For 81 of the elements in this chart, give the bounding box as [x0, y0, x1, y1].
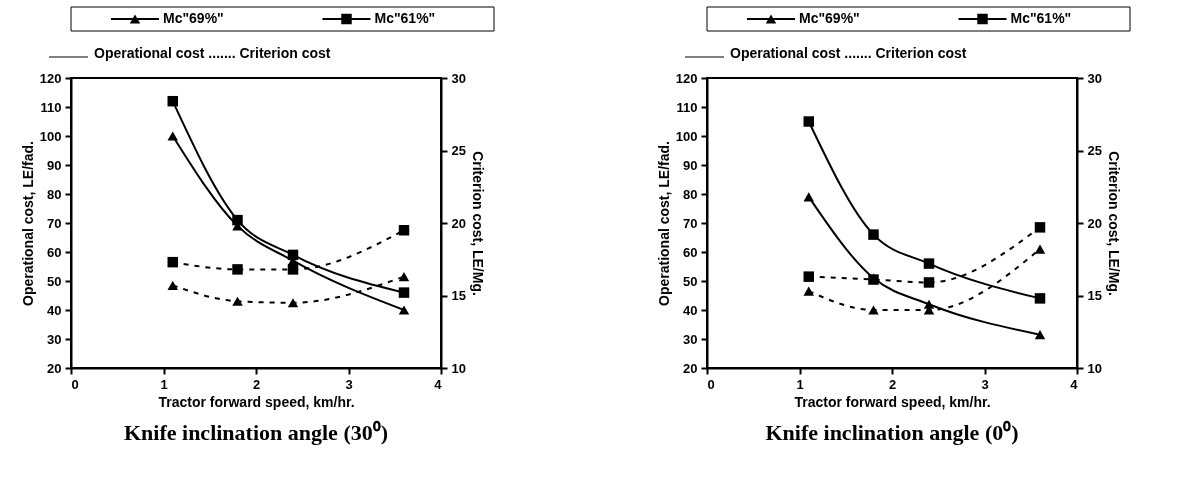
point: [923, 258, 935, 269]
x-tick-label: 2: [888, 376, 897, 392]
point: [1034, 222, 1046, 233]
x-axis-title: Tractor forward speed, km/hr.: [158, 393, 355, 410]
y-tick-label: 20: [47, 360, 62, 376]
point: [398, 305, 410, 315]
point: [1034, 244, 1046, 254]
y-tick-label: 40: [47, 302, 62, 318]
y2-tick-label: 25: [451, 143, 466, 158]
x-tick-label: 3: [345, 376, 353, 392]
y-tick-label: 70: [683, 215, 698, 231]
point: [923, 277, 935, 288]
point: [287, 298, 299, 308]
point: [232, 214, 243, 226]
text: Operational cost ....... Criterion cost: [94, 45, 331, 61]
y-axis-title: Operational cost, LE/fad.: [19, 141, 36, 306]
y2-tick-label: 15: [451, 288, 466, 303]
y-tick-label: 100: [39, 128, 62, 144]
y-tick-label: 50: [683, 273, 698, 289]
point: [803, 116, 814, 127]
point: [868, 305, 879, 315]
x-tick-label: 2: [252, 376, 261, 392]
text: Knife inclination angle (0⁰): [765, 420, 1019, 445]
point: [232, 264, 243, 275]
y2-tick-label: 30: [451, 70, 466, 86]
y-tick-label: 70: [47, 215, 62, 231]
point: [287, 249, 299, 261]
point: [398, 272, 410, 282]
y-tick-label: 110: [676, 99, 698, 115]
y-tick-label: 80: [683, 186, 698, 202]
y-tick-label: 90: [47, 157, 62, 173]
y-tick-label: 30: [47, 331, 62, 347]
x-tick-label: 1: [796, 376, 804, 392]
text: Operational cost ....... Criterion cost: [730, 45, 967, 61]
y2-tick-label: 30: [1087, 70, 1102, 86]
point: [167, 131, 178, 141]
y-tick-label: 120: [675, 70, 698, 86]
y2-tick-label: 15: [1087, 288, 1102, 303]
point: [232, 296, 243, 306]
y-tick-label: 30: [683, 331, 698, 347]
x-tick-label: 0: [707, 376, 715, 392]
x-tick-label: 1: [160, 376, 168, 392]
point: [167, 280, 178, 290]
y-tick-label: 60: [47, 244, 62, 260]
legend-label: Mc"69%": [163, 10, 224, 26]
point: [167, 256, 178, 268]
y2-tick-label: 20: [1087, 215, 1102, 231]
x-tick-label: 4: [434, 376, 443, 392]
x-axis-title: Tractor forward speed, km/hr.: [794, 393, 991, 410]
point: [287, 264, 299, 275]
y2-tick-label: 25: [1087, 143, 1102, 158]
point: [868, 229, 879, 240]
legend-label: Mc"61%": [374, 10, 436, 26]
y-tick-label: 50: [47, 273, 62, 289]
y-tick-label: 80: [47, 186, 62, 202]
text: Knife inclination angle (30⁰): [123, 420, 389, 445]
point: [398, 287, 410, 298]
point: [398, 225, 410, 236]
y-tick-label: 110: [40, 99, 62, 115]
y2-axis-title: Criterion cost, LE/Mg.: [469, 151, 486, 296]
point: [167, 95, 178, 107]
y-tick-label: 20: [683, 360, 698, 376]
y-tick-label: 120: [39, 70, 62, 86]
y-axis-title: Operational cost, LE/fad.: [655, 141, 672, 306]
x-tick-label: 0: [71, 376, 79, 392]
point: [1034, 330, 1046, 340]
y-tick-label: 100: [675, 128, 698, 144]
y2-tick-label: 10: [451, 360, 466, 376]
y2-tick-label: 20: [451, 215, 466, 231]
y2-tick-label: 10: [1087, 360, 1102, 376]
y2-axis-title: Criterion cost, LE/Mg.: [1105, 151, 1122, 296]
point: [803, 271, 814, 282]
legend-label: Mc"61%": [1010, 10, 1072, 26]
point: [1034, 293, 1046, 304]
x-tick-label: 3: [981, 376, 989, 392]
y-tick-label: 60: [683, 244, 698, 260]
legend-label: Mc"69%": [799, 10, 860, 26]
point: [803, 286, 814, 296]
y-tick-label: 40: [683, 302, 698, 318]
y-tick-label: 90: [683, 157, 698, 173]
x-tick-label: 4: [1070, 376, 1079, 392]
